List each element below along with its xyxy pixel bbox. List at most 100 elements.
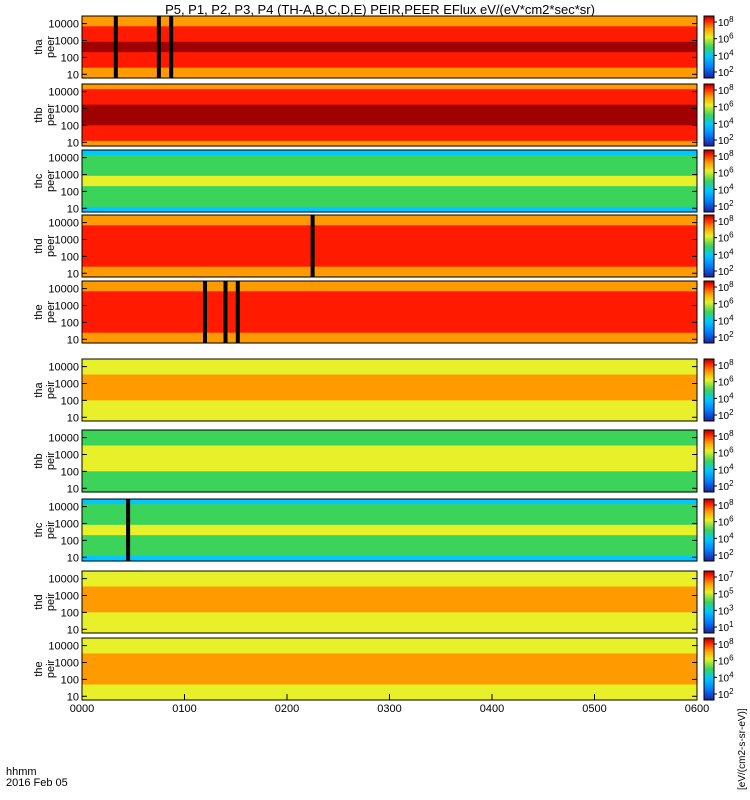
flux-band xyxy=(82,271,697,278)
colorbar-tick-label: 104 xyxy=(718,531,734,545)
flux-band xyxy=(82,130,697,137)
flux-band xyxy=(82,445,697,452)
spectrogram-bands xyxy=(82,638,697,701)
flux-band xyxy=(82,36,697,43)
flux-band xyxy=(82,390,697,396)
colorbar-tick-label: 108 xyxy=(718,280,734,294)
y-tick-label: 100 xyxy=(61,52,79,64)
panel-frame xyxy=(81,83,698,147)
colorbar-tick-label: 101 xyxy=(718,620,734,634)
panel-thc-peer: 10 100 1000 10000 thcpeer 102 104 106 108 xyxy=(33,149,734,215)
flux-band xyxy=(82,545,697,552)
flux-band xyxy=(82,415,697,422)
data-gap xyxy=(169,16,174,78)
colorbar: 102 104 106 108 xyxy=(703,214,734,278)
spectrogram-bands xyxy=(82,281,697,344)
colorbar-scale xyxy=(703,637,715,701)
flux-band xyxy=(82,109,697,116)
y-tick-label: 10 xyxy=(67,552,79,564)
colorbar-tick-label: 104 xyxy=(718,182,734,196)
flux-band xyxy=(82,261,697,268)
flux-band xyxy=(82,430,697,436)
flux-band xyxy=(82,99,697,106)
colorbar: 102 104 106 108 xyxy=(703,15,734,79)
y-tick-label: 10 xyxy=(67,483,79,495)
flux-band xyxy=(82,384,697,391)
panel-label: thbpeer xyxy=(33,104,57,126)
flux-band xyxy=(82,337,697,344)
flux-band xyxy=(82,150,697,156)
flux-band xyxy=(82,435,697,441)
colorbar-scale xyxy=(703,149,715,213)
flux-band xyxy=(82,519,697,526)
flux-band xyxy=(82,591,697,598)
panel-frame xyxy=(81,429,698,493)
panel-label: thdpeer xyxy=(33,235,57,257)
flux-band xyxy=(82,400,697,407)
flux-band xyxy=(82,663,697,670)
colorbar-tick-label: 104 xyxy=(718,462,734,476)
flux-band xyxy=(82,607,697,613)
spectrogram-bands xyxy=(82,359,697,422)
colorbar-tick-label: 102 xyxy=(718,687,734,701)
x-tick-label: 0200 xyxy=(275,703,299,715)
y-tick-label: 1000 xyxy=(55,103,79,115)
colorbar-scale xyxy=(703,570,715,634)
flux-band xyxy=(82,215,697,221)
panel-frame xyxy=(81,358,698,422)
panel-frame xyxy=(81,149,698,213)
flux-band xyxy=(82,312,697,318)
spectrogram-bands xyxy=(82,84,697,147)
y-tick-label: 1000 xyxy=(55,35,79,47)
flux-band xyxy=(82,638,697,644)
flux-band xyxy=(82,581,697,588)
y-tick-label: 1000 xyxy=(55,590,79,602)
panel-frame xyxy=(81,15,698,79)
flux-band xyxy=(82,627,697,634)
flux-band xyxy=(82,317,697,323)
flux-band xyxy=(82,286,697,292)
colorbar-tick-label: 108 xyxy=(718,15,734,29)
colorbar-tick-label: 105 xyxy=(718,587,734,601)
flux-band xyxy=(82,476,697,483)
colorbar-tick-label: 104 xyxy=(718,313,734,327)
colorbar-tick-label: 102 xyxy=(718,199,734,213)
colorbar-tick-label: 106 xyxy=(718,231,734,245)
colorbar: 102 104 106 108 xyxy=(703,358,734,422)
y-tick-label: 10000 xyxy=(48,19,79,31)
flux-band xyxy=(82,514,697,521)
flux-band xyxy=(82,301,697,308)
panel-the-peer: 10 100 1000 10000 thepeer 102 104 106 108 xyxy=(33,280,734,346)
flux-band xyxy=(82,374,697,381)
y-tick-label: 10 xyxy=(67,334,79,346)
y-tick-label: 10 xyxy=(67,69,79,81)
time-axis-date-label: 2016 Feb 05 xyxy=(6,777,68,789)
colorbar-scale xyxy=(703,280,715,344)
data-gap xyxy=(113,16,118,78)
flux-band xyxy=(82,47,697,53)
y-tick-label: 1000 xyxy=(55,657,79,669)
flux-band xyxy=(82,84,697,90)
panel-thd-peir: 10 100 1000 10000 thdpeir 101 103 105 107 xyxy=(33,570,734,636)
colorbar-tick-label: 104 xyxy=(718,116,734,130)
spectrogram-bands xyxy=(82,571,697,634)
colorbar-scale xyxy=(703,498,715,562)
flux-band xyxy=(82,67,697,74)
flux-band xyxy=(82,140,697,147)
colorbar-tick-label: 106 xyxy=(718,654,734,668)
y-tick-label: 10000 xyxy=(48,284,79,296)
colorbar-tick-label: 104 xyxy=(718,48,734,62)
panel-thc-peir: 10 100 1000 10000 thcpeir 102 104 106 108 xyxy=(33,498,734,564)
flux-band xyxy=(82,170,697,177)
colorbar: 102 104 106 108 xyxy=(703,637,734,701)
colorbar-scale xyxy=(703,358,715,422)
flux-band xyxy=(82,395,697,401)
colorbar: 102 104 106 108 xyxy=(703,149,734,213)
flux-band xyxy=(82,62,697,69)
x-tick-label: 0300 xyxy=(377,703,401,715)
y-tick-label: 100 xyxy=(61,120,79,132)
colorbar-tick-label: 108 xyxy=(718,358,734,372)
data-gap xyxy=(156,16,161,78)
y-tick-label: 10000 xyxy=(48,153,79,165)
colorbar-tick-label: 102 xyxy=(718,264,734,278)
